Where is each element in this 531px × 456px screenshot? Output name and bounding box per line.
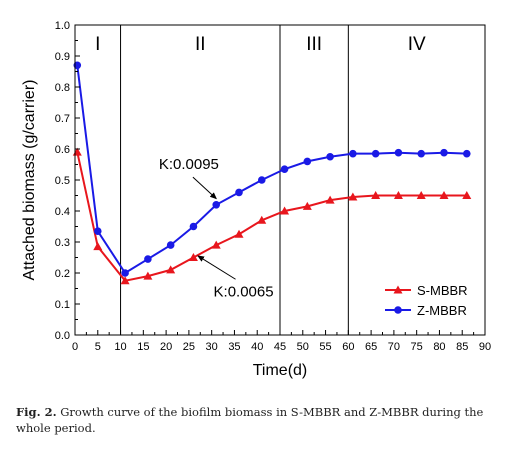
series-line <box>76 65 467 275</box>
caption-label: Fig. 2. <box>16 405 57 419</box>
data-point <box>143 271 153 280</box>
data-point <box>371 149 380 158</box>
x-tick-label: 10 <box>114 341 126 353</box>
y-tick-label: 0.5 <box>55 175 70 187</box>
data-point <box>303 157 312 166</box>
x-tick-label: 5 <box>95 341 101 353</box>
growth-chart: I II III IV 0 5 10 15 20 25 30 35 40 45 50 55 60 65 70 75 8… <box>21 20 491 379</box>
caption-text: Growth curve of the biofilm biomass in S… <box>16 405 484 435</box>
legend-marker <box>393 285 403 294</box>
phase-label: III <box>306 34 322 55</box>
x-tick-label: 35 <box>228 341 240 353</box>
y-tick-label: 0.8 <box>55 82 70 94</box>
data-point <box>211 240 221 249</box>
figure-caption: Fig. 2. Growth curve of the biofilm biom… <box>16 404 516 436</box>
x-tick-label: 45 <box>274 341 286 353</box>
y-tick-label: 0.1 <box>55 299 70 311</box>
series-layer <box>72 61 472 285</box>
y-tick-label: 1.0 <box>55 20 70 32</box>
x-tick-label: 80 <box>433 341 445 353</box>
data-point <box>416 191 426 199</box>
data-point <box>462 149 471 158</box>
y-axis: 0.0 0.1 0.2 0.3 0.4 0.5 0.6 0.7 0.8 0.9 1.0 <box>55 20 80 342</box>
y-tick-label: 0.7 <box>55 113 70 125</box>
legend: S-MBBR Z-MBBR <box>385 283 468 318</box>
data-point <box>280 165 289 173</box>
data-point <box>349 149 357 158</box>
data-point <box>257 176 266 184</box>
data-point <box>212 201 221 209</box>
x-tick-label: 90 <box>479 341 491 353</box>
data-point <box>93 227 102 235</box>
x-tick-label: 25 <box>183 341 195 353</box>
x-tick-label: 55 <box>319 341 331 353</box>
x-tick-label: 75 <box>411 341 423 353</box>
phase-label: I <box>95 34 100 55</box>
data-point <box>166 241 175 249</box>
annotations: K:0.0095 K:0.0065 <box>159 156 274 300</box>
y-tick-label: 0.0 <box>55 330 70 342</box>
phase-label: IV <box>408 34 426 55</box>
x-axis: 0 5 10 15 20 25 30 35 40 45 50 55 60 65 70 75 80 85 90 <box>72 330 491 353</box>
legend-marker <box>394 306 402 314</box>
phase-label: II <box>195 34 206 55</box>
legend-label: Z-MBBR <box>417 303 467 318</box>
x-tick-label: 60 <box>342 341 354 353</box>
k-annotation: K:0.0065 <box>214 283 274 300</box>
x-tick-label: 85 <box>456 341 468 353</box>
annotation-arrow <box>197 255 236 280</box>
data-point <box>439 191 449 199</box>
phase-boundaries <box>120 25 349 335</box>
data-point <box>234 229 244 238</box>
phase-labels: I II III IV <box>95 34 426 55</box>
data-point <box>120 276 130 285</box>
x-axis-label: Time(d) <box>253 362 308 379</box>
x-tick-label: 70 <box>388 341 400 353</box>
y-tick-label: 0.9 <box>55 51 70 63</box>
x-tick-label: 50 <box>297 341 309 353</box>
data-point <box>440 148 448 157</box>
y-tick-label: 0.2 <box>55 268 70 280</box>
x-tick-label: 40 <box>251 341 263 353</box>
data-point <box>280 206 290 215</box>
data-point <box>257 215 267 224</box>
series-line <box>76 151 467 282</box>
data-point <box>93 242 103 251</box>
y-tick-label: 0.3 <box>55 237 70 249</box>
data-point <box>371 191 381 199</box>
data-point <box>235 188 243 197</box>
k-annotation: K:0.0095 <box>159 156 219 173</box>
data-point <box>121 269 129 277</box>
data-point <box>417 149 426 158</box>
x-tick-label: 0 <box>72 341 78 353</box>
data-point <box>326 152 334 161</box>
data-point <box>348 192 358 201</box>
x-tick-label: 65 <box>365 341 377 353</box>
x-tick-label: 30 <box>206 341 218 353</box>
y-axis-label: Attached biomass (g/carrier) <box>21 80 38 281</box>
annotation-arrow <box>192 176 217 200</box>
x-tick-label: 20 <box>160 341 172 353</box>
data-point <box>394 148 403 157</box>
data-point <box>144 255 152 263</box>
legend-label: S-MBBR <box>417 283 468 298</box>
data-point <box>166 265 176 274</box>
data-point <box>188 253 198 261</box>
data-point <box>302 201 312 210</box>
y-tick-label: 0.6 <box>55 144 70 156</box>
data-point <box>462 191 472 199</box>
data-point <box>189 222 198 231</box>
y-tick-label: 0.4 <box>55 206 70 218</box>
data-point <box>325 195 335 204</box>
x-tick-label: 15 <box>137 341 149 353</box>
data-point <box>393 191 403 199</box>
